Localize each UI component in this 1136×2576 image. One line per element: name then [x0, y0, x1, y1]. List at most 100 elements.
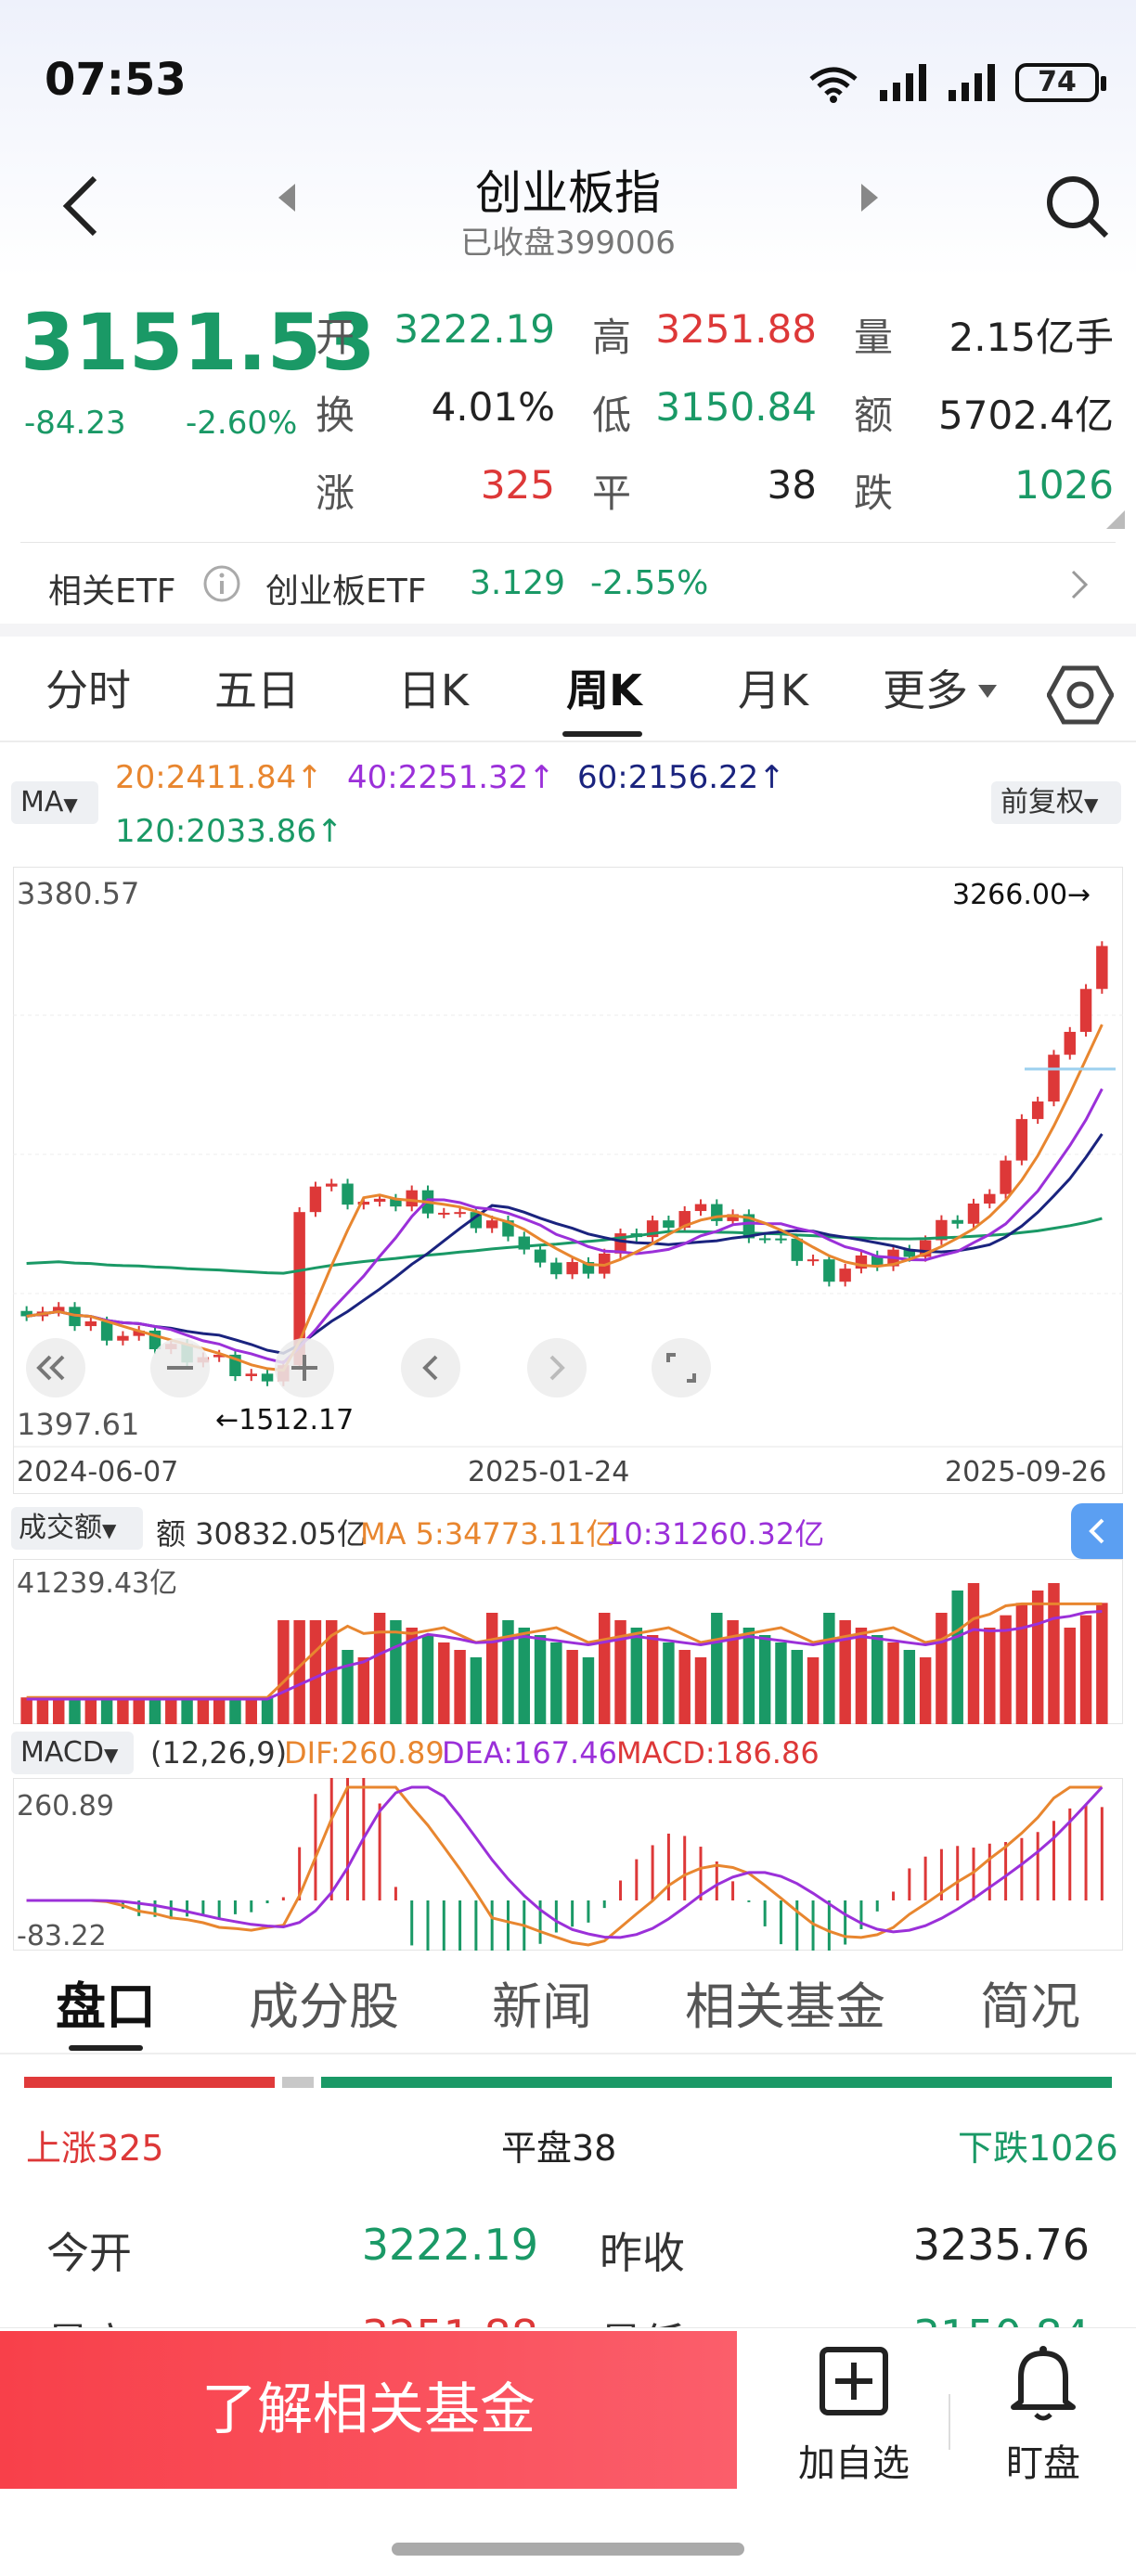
candle-body	[951, 1219, 963, 1224]
ma-selector[interactable]: MA▼	[11, 781, 98, 824]
candle-body	[839, 1269, 851, 1282]
expand-corner-icon[interactable]	[1104, 509, 1127, 531]
search-icon[interactable]	[1043, 173, 1112, 241]
dif-line	[26, 1785, 1103, 1947]
add-watchlist-button[interactable]: 加自选	[761, 2340, 947, 2489]
macd-dif: DIF:260.89	[284, 1735, 445, 1771]
volume-bar	[454, 1650, 466, 1724]
wifi-icon	[809, 67, 858, 103]
chevron-right-icon	[549, 1355, 565, 1381]
zoom-in-button[interactable]	[275, 1338, 334, 1397]
period-tabs: 分时 五日 日K 周K 月K 更多	[0, 640, 1136, 742]
volume-bar	[438, 1642, 450, 1724]
tab-pankou[interactable]: 盘口	[56, 1977, 156, 2036]
tab-week-k[interactable]: 周K	[566, 665, 642, 715]
open-value: 3222.19	[394, 306, 555, 352]
date-label-mid: 2025-01-24	[468, 1456, 629, 1488]
watch-button[interactable]: 盯盘	[950, 2340, 1136, 2489]
candle-body	[357, 1202, 370, 1205]
status-icons: 74	[806, 59, 1106, 106]
learn-related-funds-button[interactable]: 了解相关基金	[0, 2331, 737, 2489]
ma-selector-label: MA	[20, 786, 64, 818]
volume-bar	[855, 1628, 868, 1724]
volume-ma5-line	[26, 1602, 1103, 1699]
etf-price: 3.129	[470, 564, 566, 602]
volume-bar	[599, 1613, 611, 1724]
volume-bar	[678, 1650, 691, 1724]
candle-body	[1064, 1031, 1076, 1055]
tab-more[interactable]: 更多	[883, 665, 968, 715]
double-chevron-left-icon	[36, 1355, 65, 1381]
volume-bar	[984, 1628, 996, 1724]
volume-ma5: MA 5:34773.11亿	[360, 1516, 616, 1552]
ma120-line	[26, 1217, 1103, 1275]
back-arrow-icon[interactable]	[58, 173, 104, 239]
zoom-out-button[interactable]	[150, 1338, 210, 1397]
volume-bar	[229, 1697, 241, 1724]
home-indicator[interactable]	[392, 2543, 744, 2556]
candle-body	[309, 1186, 322, 1213]
volume-bar	[197, 1697, 210, 1724]
volume-bar	[1031, 1591, 1044, 1724]
candle-body	[807, 1259, 820, 1262]
add-square-icon	[820, 2347, 888, 2415]
date-label-end: 2025-09-26	[945, 1456, 1106, 1488]
ma120-legend: 120:2033.86↑	[115, 813, 343, 850]
signal-icon-2	[949, 64, 995, 101]
tab-news[interactable]: 新闻	[492, 1977, 592, 2036]
tab-day-k[interactable]: 日K	[397, 665, 470, 715]
pan-left-button[interactable]	[401, 1338, 460, 1397]
volume-chart[interactable]: 41239.43亿	[13, 1559, 1123, 1724]
etf-label: 相关ETF	[48, 573, 176, 611]
tab-related-funds[interactable]: 相关基金	[685, 1977, 885, 2036]
breadth-down-label: 下跌1026	[958, 2128, 1118, 2169]
adjust-selector[interactable]: 前复权▼	[991, 781, 1121, 824]
candle-body	[406, 1190, 418, 1207]
today-open-label: 今开	[46, 2228, 132, 2278]
tab-components[interactable]: 成分股	[249, 1977, 399, 2036]
watch-label: 盯盘	[1006, 2442, 1080, 2485]
next-stock-icon[interactable]	[858, 182, 880, 213]
settings-icon[interactable]	[1047, 664, 1114, 726]
fullscreen-button[interactable]	[652, 1338, 711, 1397]
volume-value: 2.15亿手	[949, 315, 1114, 360]
related-etf-row[interactable]: 相关ETF 创业板ETF 3.129 -2.55%	[0, 544, 1136, 625]
current-price: 3151.53	[20, 297, 376, 388]
candle-body	[133, 1330, 145, 1336]
candle-body	[599, 1253, 611, 1274]
volume-bar	[36, 1697, 49, 1724]
volume-bar	[936, 1613, 948, 1724]
status-bar: 07:53 74	[0, 0, 1136, 158]
tab-fenshi[interactable]: 分时	[45, 665, 131, 715]
collapse-panel-button[interactable]	[1071, 1503, 1123, 1559]
tab-five-day[interactable]: 五日	[214, 665, 300, 715]
max-price-mark: 3266.00→	[952, 879, 1091, 911]
volume-bar	[1000, 1615, 1012, 1724]
low-value: 3150.84	[655, 384, 817, 430]
breadth-bar	[24, 2077, 1112, 2088]
volume-bar	[727, 1620, 739, 1724]
tab-month-k[interactable]: 月K	[737, 665, 809, 715]
tab-profile[interactable]: 简况	[980, 1977, 1080, 2036]
volume-selector[interactable]: 成交额▼	[11, 1507, 143, 1550]
candle-body	[438, 1212, 450, 1215]
prev-stock-icon[interactable]	[277, 182, 299, 213]
macd-selector[interactable]: MACD▼	[11, 1732, 134, 1774]
candle-body	[245, 1373, 257, 1377]
chevron-left-icon	[422, 1355, 438, 1381]
pan-right-button[interactable]	[527, 1338, 587, 1397]
info-icon[interactable]	[202, 564, 241, 603]
kline-chart[interactable]: 3380.57 1397.61 3266.00→ ←1512.17 2024-0…	[13, 867, 1123, 1494]
zoom-out-all-button[interactable]	[26, 1338, 85, 1397]
caret-down-icon: ▼	[103, 1744, 119, 1766]
caret-down-icon: ▼	[1084, 793, 1099, 816]
macd-chart[interactable]: 260.89 -83.22	[13, 1778, 1123, 1951]
etf-pct: -2.55%	[590, 564, 709, 602]
volume-bar	[165, 1697, 177, 1724]
volume-bar	[309, 1620, 322, 1724]
volume-bar	[342, 1650, 354, 1724]
ma40-legend: 40:2251.32↑	[347, 759, 555, 796]
volume-bar	[518, 1628, 530, 1724]
breadth-flat-label: 平盘38	[501, 2128, 617, 2169]
breadth-down-segment	[321, 2077, 1112, 2088]
